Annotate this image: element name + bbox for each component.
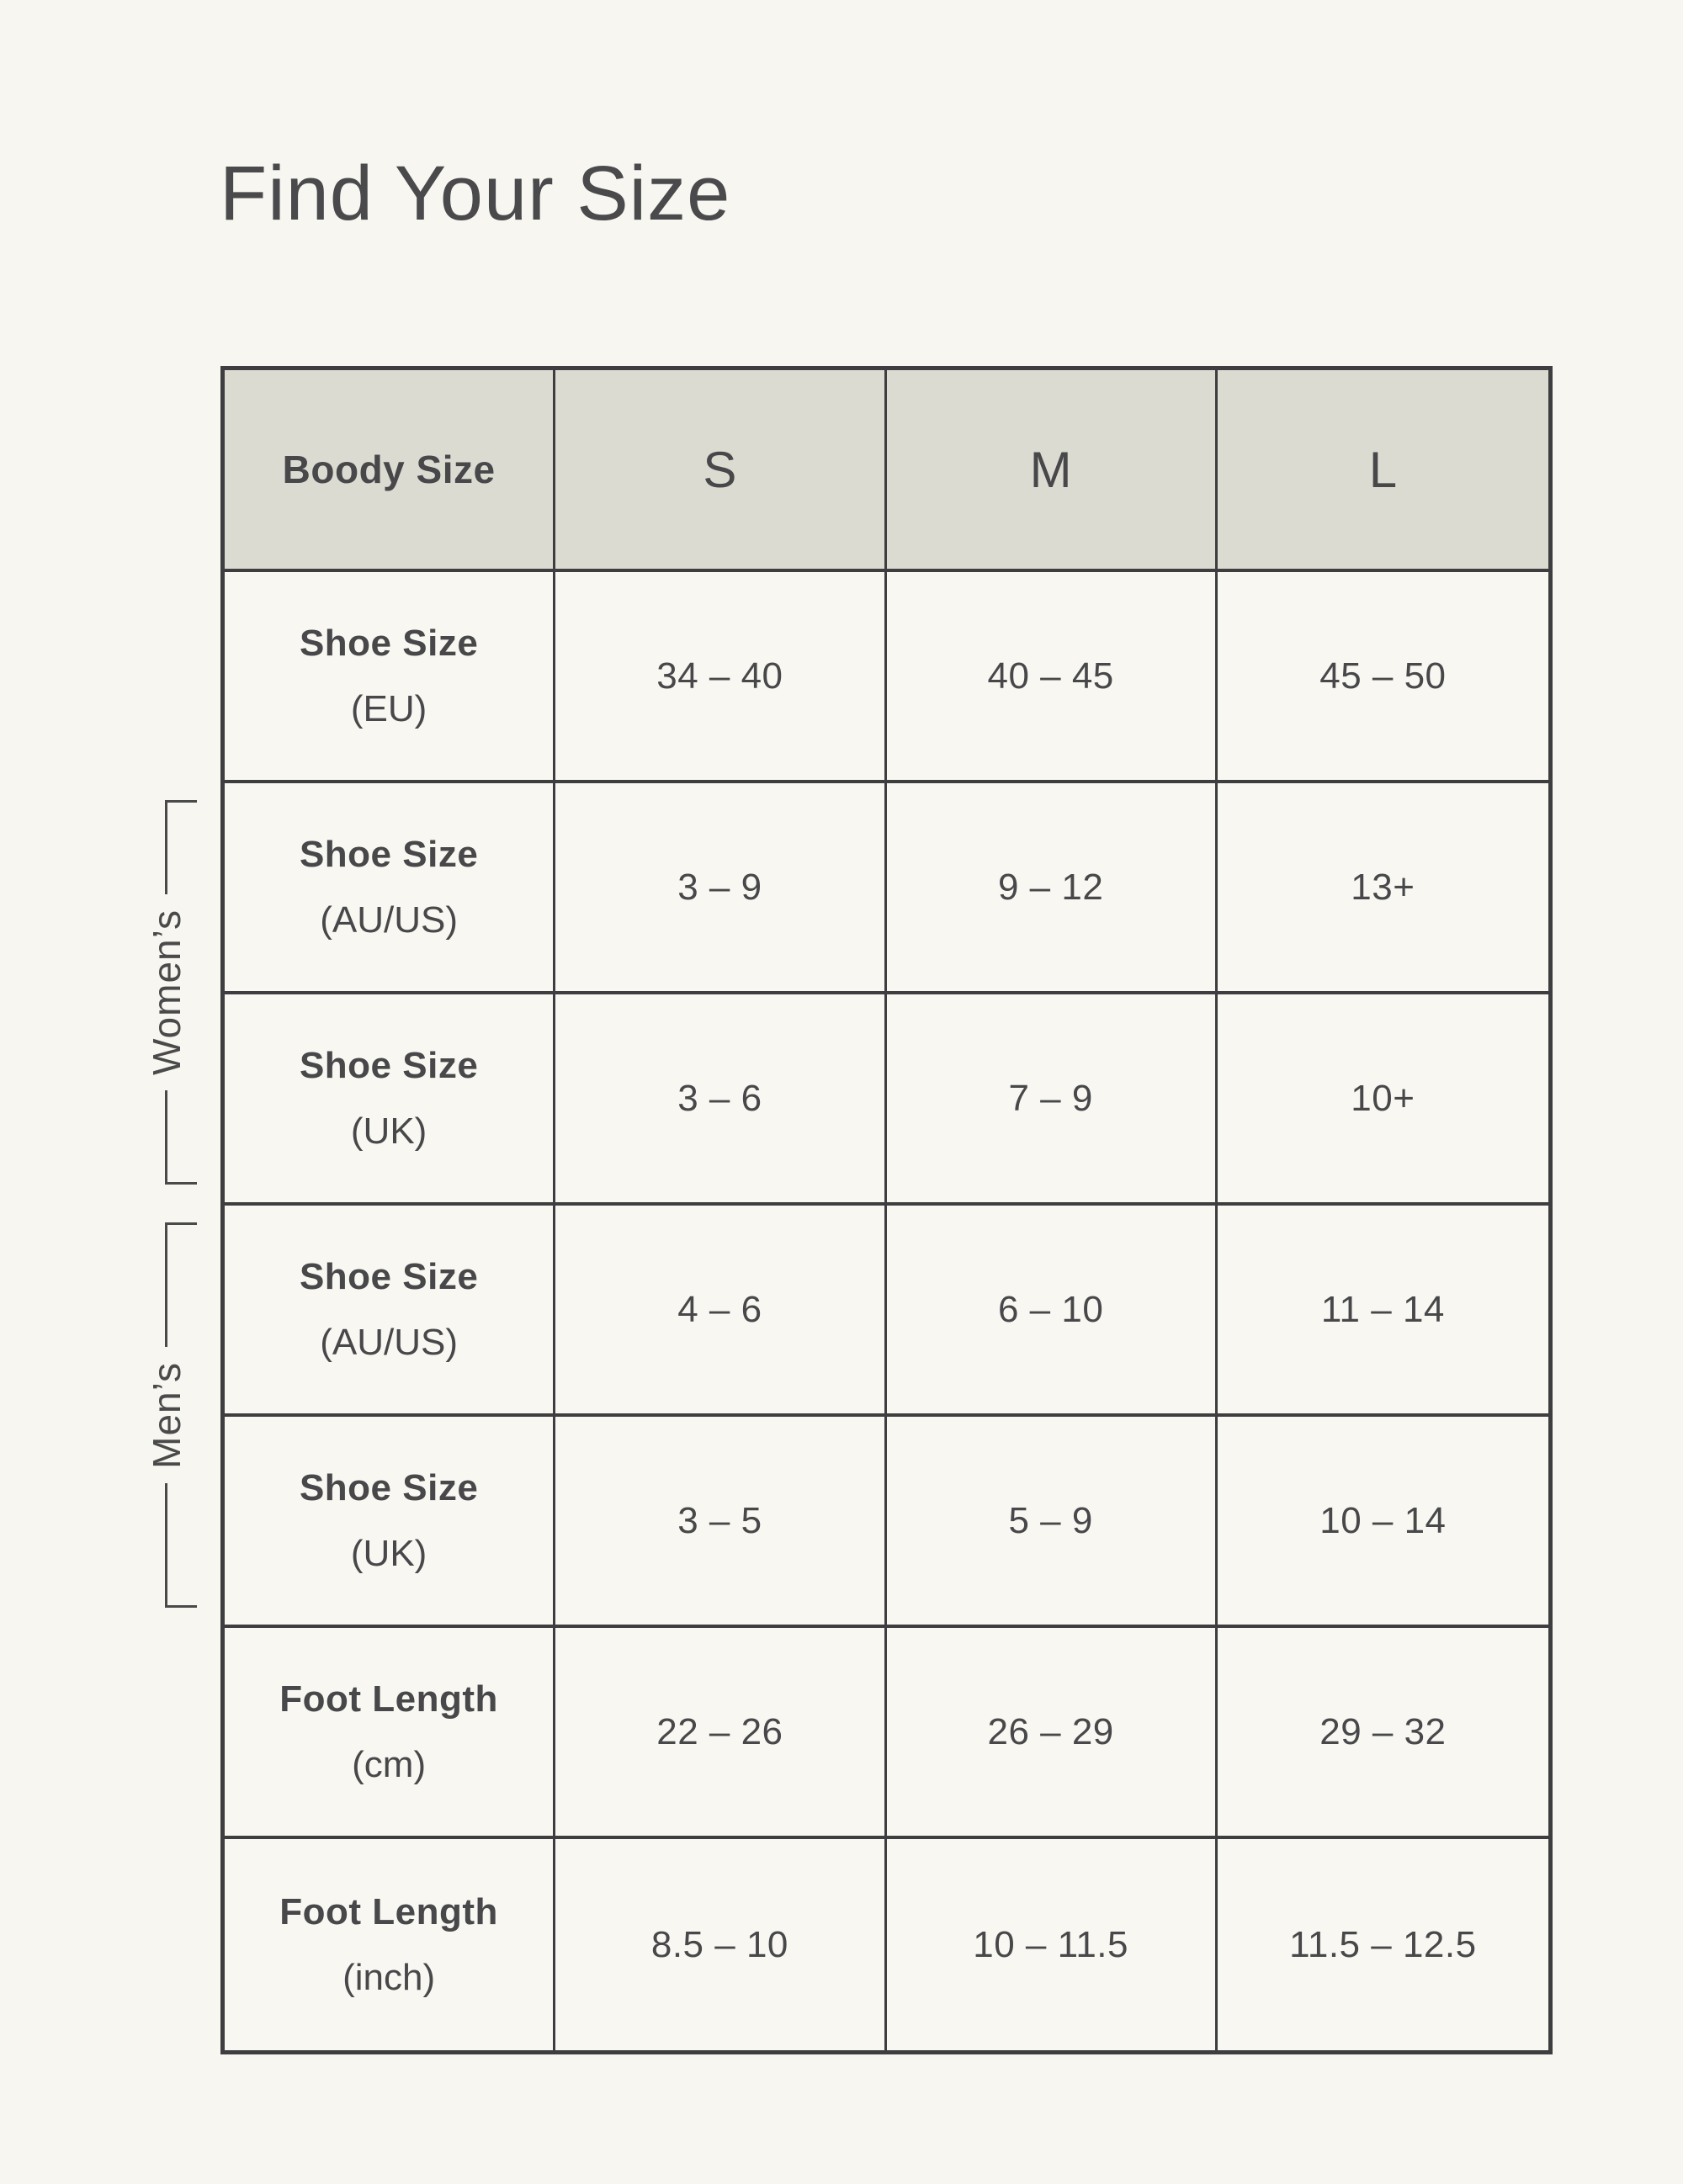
cell-cm-s: 22 – 26 [555, 1628, 887, 1839]
cell-mens-auus-l: 11 – 14 [1217, 1206, 1548, 1417]
bracket-tick-bottom [165, 1182, 197, 1185]
cell-eu-l: 45 – 50 [1217, 572, 1548, 783]
cell-womens-auus-s: 3 – 9 [555, 783, 887, 994]
cell-inch-s: 8.5 – 10 [555, 1839, 887, 2050]
cell-womens-auus-m: 9 – 12 [886, 783, 1218, 994]
row-unit: (EU) [350, 687, 427, 729]
cell-womens-auus-l: 13+ [1217, 783, 1548, 994]
row-label-mens-shoe-size-uk: Shoe Size (UK) [225, 1417, 556, 1628]
row-label: Foot Length [279, 1678, 498, 1720]
womens-group-label: Women’s [145, 909, 188, 1076]
cell-mens-auus-s: 4 – 6 [555, 1206, 887, 1417]
womens-group-bracket: Women’s [145, 800, 199, 1185]
cell-womens-uk-s: 3 – 6 [555, 994, 887, 1206]
row-label: Shoe Size [299, 1255, 479, 1297]
header-size-m: M [886, 370, 1218, 572]
row-label-foot-length-cm: Foot Length (cm) [225, 1628, 556, 1839]
cell-cm-l: 29 – 32 [1217, 1628, 1548, 1839]
cell-womens-uk-l: 10+ [1217, 994, 1548, 1206]
bracket-line [165, 1483, 167, 1605]
header-size-l: L [1217, 370, 1548, 572]
cell-inch-m: 10 – 11.5 [887, 1839, 1218, 2050]
row-label-foot-length-inch: Foot Length (inch) [225, 1839, 556, 2050]
row-label: Shoe Size [299, 833, 479, 875]
row-label: Foot Length [279, 1890, 498, 1932]
row-unit: (AU/US) [320, 899, 459, 941]
size-table: Boody Size S M L Shoe Size (EU) 34 – 40 … [220, 366, 1553, 2054]
bracket-tick-top [165, 1222, 197, 1225]
row-label: Shoe Size [299, 1466, 479, 1508]
row-unit: (AU/US) [320, 1321, 459, 1363]
cell-cm-m: 26 – 29 [886, 1628, 1218, 1839]
mens-group-bracket: Men’s [145, 1222, 199, 1608]
cell-mens-uk-l: 10 – 14 [1217, 1417, 1548, 1628]
row-unit: (cm) [352, 1743, 427, 1785]
page-title: Find Your Size [220, 151, 731, 236]
bracket-line [165, 1090, 167, 1183]
bracket-tick-bottom [165, 1605, 197, 1608]
cell-inch-l: 11.5 – 12.5 [1289, 1923, 1477, 1965]
row-label: Shoe Size [299, 622, 479, 664]
row-unit: (inch) [342, 1956, 436, 1998]
row-label-mens-shoe-size-au-us: Shoe Size (AU/US) [225, 1206, 556, 1417]
cell-eu-s: 34 – 40 [555, 572, 887, 783]
row-label: Shoe Size [299, 1044, 479, 1086]
cell-mens-uk-s: 3 – 5 [555, 1417, 887, 1628]
row-label-womens-shoe-size-au-us: Shoe Size (AU/US) [225, 783, 556, 994]
header-size-s: S [555, 370, 887, 572]
cell-eu-m: 40 – 45 [886, 572, 1218, 783]
bracket-line [165, 803, 167, 894]
bracket-line [165, 1225, 167, 1347]
row-unit: (UK) [350, 1532, 427, 1574]
cell-mens-auus-m: 6 – 10 [886, 1206, 1218, 1417]
bracket-tick-top [165, 800, 197, 803]
cell-womens-uk-m: 7 – 9 [886, 994, 1218, 1206]
row-label-shoe-size-eu: Shoe Size (EU) [225, 572, 556, 783]
row-label-womens-shoe-size-uk: Shoe Size (UK) [225, 994, 556, 1206]
header-boody-size: Boody Size [225, 370, 556, 572]
row-unit: (UK) [350, 1110, 427, 1152]
mens-group-label: Men’s [145, 1361, 188, 1469]
cell-mens-uk-m: 5 – 9 [886, 1417, 1218, 1628]
